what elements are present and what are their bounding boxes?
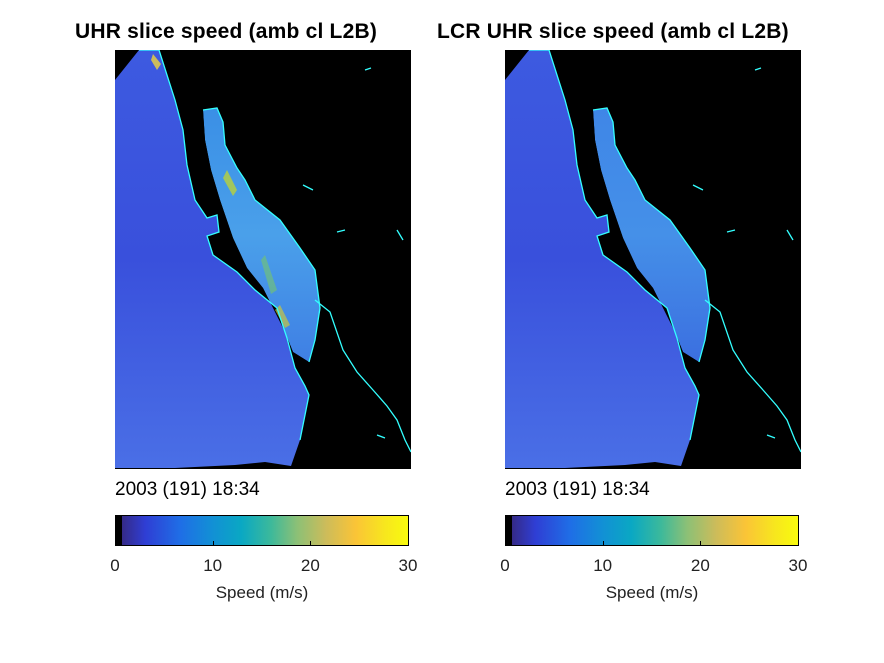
speed-map-right	[505, 50, 801, 469]
panel-title-left: UHR slice speed (amb cl L2B)	[75, 20, 378, 43]
timestamp-right: 2003 (191) 18:34	[505, 479, 650, 500]
gulf-swath-right	[593, 108, 710, 362]
ocean-swath-right	[505, 50, 699, 468]
speed-map-left	[115, 50, 411, 469]
colorbar-left	[115, 515, 409, 546]
timestamp-left: 2003 (191) 18:34	[115, 479, 260, 500]
colorbar-tick-right	[700, 541, 702, 546]
colorbar-tick-right	[505, 541, 506, 546]
coastline-left	[139, 50, 411, 453]
colorbar-label-left: Speed (m/s)	[215, 583, 309, 602]
colorbar-tick-right	[798, 541, 799, 546]
colorbar-right	[505, 515, 799, 546]
coastline-right	[529, 50, 801, 453]
colorbar-tick-label-right: 0	[500, 556, 510, 575]
colorbar-tick-right	[602, 541, 604, 546]
gulf-swath-left	[203, 108, 320, 362]
colorbar-tick-label-left: 10	[203, 556, 223, 575]
colorbar-tick-left	[115, 541, 116, 546]
colorbar-tick-left	[408, 541, 409, 546]
colorbar-tick-left	[310, 541, 312, 546]
colorbar-tick-label-left: 0	[110, 556, 120, 575]
colorbar-tick-label-right: 30	[788, 556, 808, 575]
colorbar-tick-label-right: 10	[593, 556, 613, 575]
colorbar-tick-label-right: 20	[690, 556, 710, 575]
colorbar-tick-label-left: 30	[398, 556, 418, 575]
panel-title-right: LCR UHR slice speed (amb cl L2B)	[437, 20, 789, 43]
colorbar-tick-label-left: 20	[300, 556, 320, 575]
colorbar-tick-left	[212, 541, 214, 546]
colorbar-label-right: Speed (m/s)	[605, 583, 699, 602]
ocean-swath-left	[115, 50, 309, 468]
